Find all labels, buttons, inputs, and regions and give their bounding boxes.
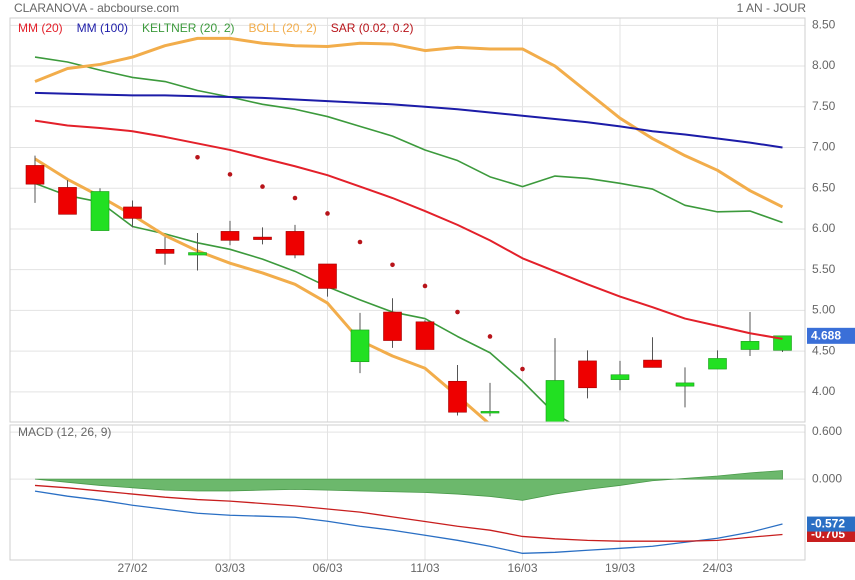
- band-upper: [34, 36, 784, 209]
- candle-body: [155, 249, 175, 254]
- candle-body: [253, 236, 272, 240]
- histogram-area: [34, 470, 783, 501]
- band-upper: [34, 56, 783, 224]
- candle-body: [285, 231, 305, 256]
- macd-title: MACD (12, 26, 9): [18, 425, 111, 439]
- line: [34, 91, 783, 149]
- sar-dot: [357, 239, 363, 245]
- y-tick-label: 5.50: [812, 262, 836, 276]
- x-tick-label: 11/03: [410, 561, 439, 575]
- last-value: 4.688: [811, 328, 841, 342]
- y-tick-label: 8.00: [812, 58, 836, 72]
- y-tick-label: 8.50: [812, 18, 836, 32]
- candle-body: [58, 187, 77, 215]
- line: [34, 119, 783, 340]
- candle-body: [643, 359, 662, 368]
- y-tick-label: 4.00: [812, 384, 836, 398]
- price-panel: [25, 36, 792, 422]
- y-tick-label: 7.00: [812, 140, 836, 154]
- y-tick-label: 6.50: [812, 180, 836, 194]
- candle-body: [708, 358, 727, 370]
- x-tick-label: 06/03: [312, 561, 342, 575]
- macd-frame: [9, 424, 806, 561]
- sar-dot: [195, 154, 200, 160]
- candle-body: [350, 329, 370, 363]
- candle-body: [25, 165, 45, 185]
- band-lower: [34, 157, 490, 422]
- x-tick-label: 16/03: [507, 561, 537, 575]
- chart-title: CLARANOVA - abcbourse.com: [14, 1, 179, 15]
- period: 1 AN - JOUR: [737, 1, 807, 15]
- band-lower: [34, 182, 571, 422]
- legend-entry: MM (100): [77, 21, 128, 35]
- x-tick-label: 03/03: [215, 561, 245, 575]
- macd-line: [34, 490, 783, 554]
- y-tick-label: 0.600: [812, 424, 842, 438]
- candle-body: [545, 380, 565, 422]
- legend-entry: MM (20): [18, 21, 63, 35]
- candle-body: [90, 191, 110, 231]
- candle-body: [740, 341, 760, 350]
- sar-dot: [422, 283, 428, 289]
- sar-dot: [390, 262, 395, 268]
- candle-body: [123, 206, 142, 219]
- y-tick-label: 0.000: [812, 471, 842, 485]
- y-tick-label: 4.50: [812, 343, 836, 357]
- legend-entry: SAR (0.02, 0.2): [331, 21, 414, 35]
- candle-body: [610, 374, 630, 380]
- candle-body: [318, 263, 337, 289]
- price-frame: [9, 17, 806, 423]
- x-tick-label: 27/02: [117, 561, 147, 575]
- y-tick-label: 7.50: [812, 99, 836, 113]
- macd-line: [34, 484, 783, 542]
- sar-dot: [325, 211, 330, 216]
- y-tick-label: 5.00: [812, 303, 836, 317]
- labels: MACD (12, 26, 9) 4.00 4.50 5.00 5.50 6.00 6.5…: [18, 18, 855, 575]
- last-value-box: [807, 327, 855, 344]
- sar-dot: [520, 366, 525, 372]
- last-value-box: [807, 516, 855, 532]
- sar-dot: [292, 195, 298, 201]
- candle-body: [448, 380, 467, 413]
- last-value: -0.572: [811, 517, 845, 531]
- sar-dot: [227, 172, 233, 177]
- candle-body: [415, 321, 435, 350]
- sar-dot: [260, 184, 265, 189]
- macd-panel: [34, 470, 783, 554]
- candle-body: [220, 231, 240, 241]
- candle-body: [383, 311, 402, 341]
- x-tick-label: 19/03: [605, 561, 635, 575]
- sar-dot: [487, 334, 493, 339]
- legend-entry: BOLL (20, 2): [249, 21, 317, 35]
- candle-body: [675, 382, 695, 387]
- y-tick-label: 6.00: [812, 221, 836, 235]
- candle-body: [773, 335, 792, 351]
- candle-body: [188, 252, 207, 256]
- sar-dot: [455, 309, 460, 315]
- candle-body: [480, 411, 500, 414]
- x-tick-label: 24/03: [702, 561, 732, 575]
- candle-body: [578, 360, 597, 389]
- legend-entry: KELTNER (20, 2): [142, 21, 234, 35]
